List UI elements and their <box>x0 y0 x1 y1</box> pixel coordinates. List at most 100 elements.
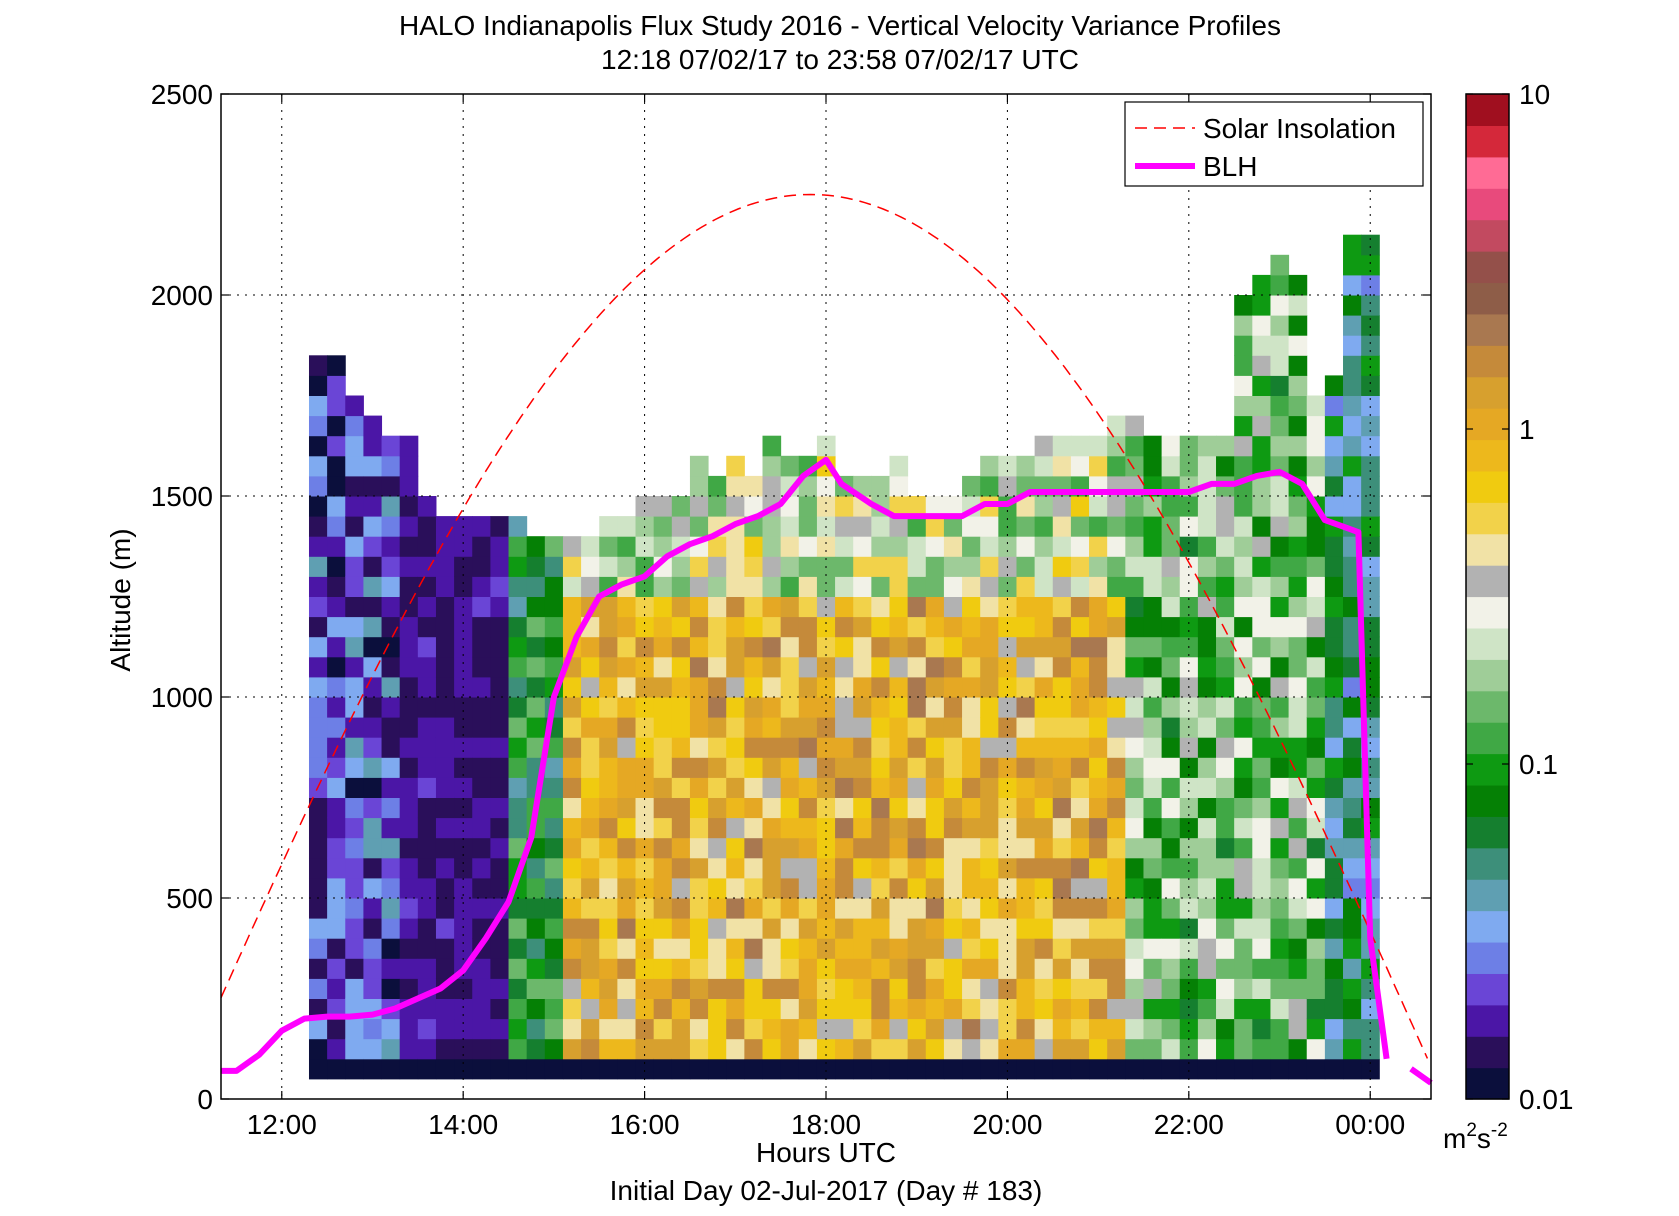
heatmap-cell <box>1270 737 1290 758</box>
heatmap-cell <box>835 1038 854 1060</box>
heatmap-cell <box>1197 697 1217 718</box>
heatmap-cell <box>744 837 764 859</box>
heatmap-cell <box>998 1018 1017 1040</box>
heatmap-cell <box>327 455 346 477</box>
heatmap-cell <box>381 737 401 758</box>
x-tick-label: 00:00 <box>1335 1109 1405 1140</box>
heatmap-cell <box>1070 656 1090 678</box>
heatmap-cell <box>980 576 999 597</box>
heatmap-cell <box>889 636 909 658</box>
heatmap-cell <box>1361 998 1380 1020</box>
heatmap-cell <box>762 676 782 698</box>
heatmap-cell <box>562 857 582 879</box>
heatmap-cell <box>816 616 836 638</box>
heatmap-cell <box>998 958 1017 979</box>
colorbar-segment <box>1466 941 1509 974</box>
heatmap-cell <box>835 656 854 678</box>
heatmap-cell <box>1016 817 1036 839</box>
heatmap-cell <box>1216 536 1235 557</box>
heatmap-cell <box>943 817 963 839</box>
heatmap-cell <box>1343 998 1362 1020</box>
heatmap-cell <box>581 777 600 798</box>
heatmap-cell <box>726 918 745 939</box>
heatmap-cell <box>835 938 854 959</box>
heatmap-cell <box>943 576 963 597</box>
heatmap-cell <box>472 656 491 678</box>
heatmap-cell <box>1343 375 1362 396</box>
heatmap-cell <box>327 757 346 778</box>
heatmap-cell <box>327 837 346 859</box>
heatmap-cell <box>1143 978 1163 999</box>
heatmap-cell <box>581 536 600 557</box>
heatmap-cell <box>581 938 600 959</box>
heatmap-cell <box>835 737 854 758</box>
heatmap-cell <box>1197 918 1217 939</box>
heatmap-cell <box>581 1018 600 1040</box>
heatmap-cell <box>980 998 999 1020</box>
heatmap-cell <box>653 496 673 517</box>
heatmap-cell <box>363 576 383 597</box>
heatmap-cell <box>1216 857 1235 879</box>
heatmap-cell <box>345 1038 364 1060</box>
heatmap-cell <box>308 455 328 477</box>
heatmap-cell <box>472 857 491 879</box>
heatmap-cell <box>1125 656 1144 678</box>
heatmap-cell <box>490 817 510 839</box>
heatmap-cell <box>1197 435 1217 457</box>
heatmap-cell <box>599 596 618 618</box>
heatmap-cell <box>1143 938 1163 959</box>
heatmap-cell <box>980 455 999 477</box>
heatmap-cell <box>635 777 655 798</box>
heatmap-cell <box>345 676 364 698</box>
heatmap-cell <box>1107 898 1126 919</box>
heatmap-cell <box>599 978 618 999</box>
heatmap-cell <box>1270 556 1290 577</box>
heatmap-cell <box>308 857 328 879</box>
heatmap-cell <box>1161 757 1181 778</box>
heatmap-cell <box>925 697 945 718</box>
heatmap-cell <box>399 1038 419 1060</box>
heatmap-cell <box>762 596 782 618</box>
heatmap-cell <box>1034 616 1054 638</box>
heatmap-cell <box>399 938 419 959</box>
heatmap-cell <box>1306 616 1326 638</box>
heatmap-cell <box>1343 958 1362 979</box>
heatmap-cell <box>327 797 346 819</box>
heatmap-cell <box>1288 295 1308 316</box>
heatmap-cell <box>308 697 328 718</box>
heatmap-cell <box>744 918 764 939</box>
heatmap-cell <box>653 817 673 839</box>
heatmap-cell <box>1361 274 1380 296</box>
heatmap-cell <box>635 737 655 758</box>
heatmap-cell <box>435 877 455 899</box>
heatmap-cell <box>1306 475 1326 497</box>
heatmap-cell <box>345 837 364 859</box>
heatmap-cell <box>744 938 764 959</box>
heatmap-cell <box>889 496 909 517</box>
heatmap-cell <box>581 1058 600 1080</box>
heatmap-cell <box>1143 656 1163 678</box>
heatmap-cell <box>1107 998 1126 1020</box>
heatmap-cell <box>381 576 401 597</box>
heatmap-cell <box>980 757 999 778</box>
heatmap-cell <box>1034 576 1054 597</box>
heatmap-cell <box>925 556 945 577</box>
heatmap-cell <box>635 616 655 638</box>
heatmap-cell <box>1125 415 1144 437</box>
heatmap-cell <box>1016 536 1036 557</box>
heatmap-cell <box>1197 978 1217 999</box>
heatmap-cell <box>726 536 745 557</box>
heatmap-cell <box>1052 1058 1072 1080</box>
heatmap-cell <box>1216 1018 1235 1040</box>
heatmap-cell <box>1034 777 1054 798</box>
heatmap-cell <box>508 516 528 537</box>
heatmap-cell <box>635 998 655 1020</box>
heatmap-cell <box>1234 355 1253 376</box>
heatmap-cell <box>1216 576 1235 597</box>
heatmap-cell <box>1107 596 1126 618</box>
heatmap-cell <box>816 877 836 899</box>
heatmap-cell <box>780 556 800 577</box>
heatmap-cell <box>1089 697 1108 718</box>
heatmap-cell <box>653 998 673 1020</box>
heatmap-cell <box>1197 616 1217 638</box>
